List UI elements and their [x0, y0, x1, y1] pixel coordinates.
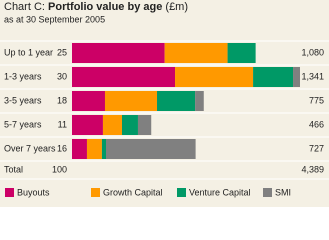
- bar-segment: [72, 67, 176, 87]
- total-label: 727: [309, 143, 324, 153]
- share-label: 11: [58, 119, 67, 129]
- bar-segment: [175, 67, 254, 87]
- legend-swatch: [91, 188, 100, 197]
- bar-segment: [72, 139, 87, 159]
- total-row-value: 4,389: [301, 164, 324, 174]
- bar-segment: [253, 67, 294, 87]
- bar-segment: [121, 115, 138, 135]
- legend-swatch: [5, 188, 14, 197]
- bar-segment: [157, 91, 196, 111]
- bar-segment: [72, 43, 165, 63]
- category-label: 3-5 years: [4, 95, 42, 105]
- share-label: 16: [57, 143, 67, 153]
- legend-swatch: [263, 188, 272, 197]
- legend-swatch: [177, 188, 186, 197]
- bar-segment: [101, 139, 107, 159]
- share-label: 25: [57, 47, 67, 57]
- total-label: 775: [309, 95, 324, 105]
- category-label: Up to 1 year: [4, 47, 53, 57]
- bar-segment: [102, 115, 122, 135]
- total-row-share: 100: [52, 164, 67, 174]
- legend-label: Venture Capital: [189, 187, 251, 197]
- bar-segment: [106, 139, 196, 159]
- title-prefix: Chart C:: [4, 1, 45, 13]
- total-label: 1,341: [301, 71, 324, 81]
- total-label: 1,080: [301, 47, 324, 57]
- chart: Chart C: Portfolio value by age (£m) as …: [0, 0, 329, 207]
- title-main: Portfolio value by age: [48, 1, 162, 13]
- bar-segment: [86, 139, 102, 159]
- total-row-label: Total: [4, 164, 23, 174]
- bar-segment: [137, 115, 152, 135]
- total-label: 466: [309, 119, 324, 129]
- share-label: 18: [57, 95, 67, 105]
- title-unit: (£m): [165, 1, 188, 13]
- bar-segment: [227, 43, 256, 63]
- bar-segment: [164, 43, 228, 63]
- bar-segment: [72, 91, 105, 111]
- share-label: 30: [57, 71, 67, 81]
- bar-segment: [104, 91, 158, 111]
- category-label: 5-7 years: [4, 119, 42, 129]
- chart-subtitle: as at 30 September 2005: [4, 14, 105, 24]
- legend-label: Growth Capital: [103, 187, 163, 197]
- category-label: Over 7 years: [4, 143, 56, 153]
- bar-segment: [195, 91, 204, 111]
- bar-segment: [72, 115, 103, 135]
- chart-title: Chart C: Portfolio value by age (£m): [4, 1, 188, 13]
- bar-segment: [293, 67, 300, 87]
- legend-label: SMI: [275, 187, 291, 197]
- category-label: 1-3 years: [4, 71, 42, 81]
- legend-label: Buyouts: [17, 187, 50, 197]
